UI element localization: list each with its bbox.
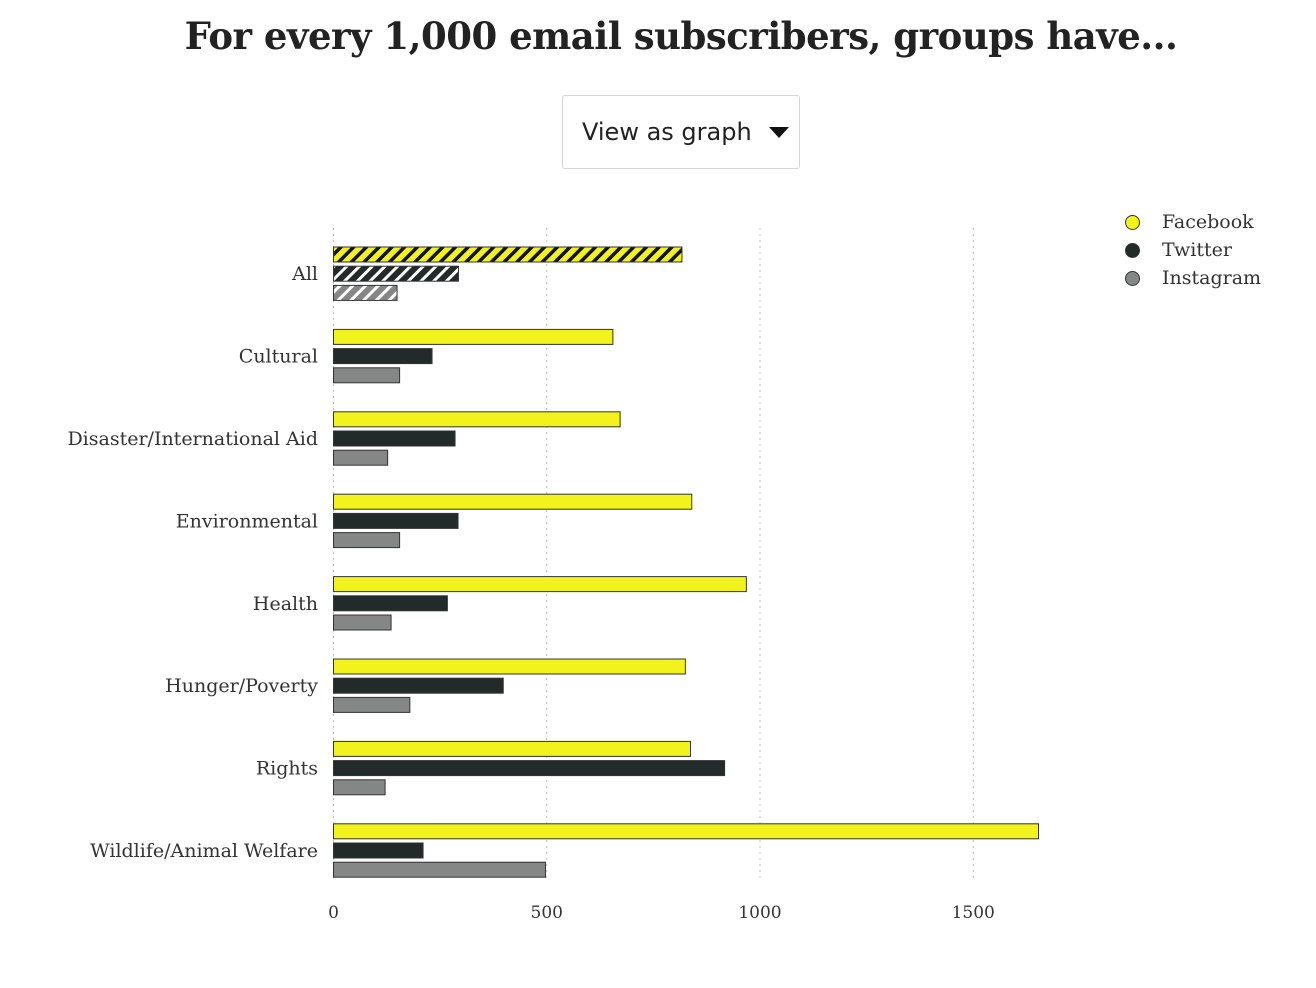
- view-as-graph-dropdown[interactable]: View as graph: [562, 95, 800, 169]
- legend-item-twitter: Twitter: [1125, 236, 1261, 264]
- bar-health-facebook: [333, 576, 747, 593]
- legend-item-facebook: Facebook: [1125, 208, 1261, 236]
- legend-label-instagram: Instagram: [1162, 267, 1262, 289]
- legend-label-twitter: Twitter: [1162, 239, 1232, 261]
- legend-swatch-facebook: [1125, 214, 1140, 230]
- bar-wildlife-animal-welfare-instagram: [333, 861, 546, 878]
- bar-hunger-poverty-facebook: [333, 658, 686, 675]
- bar-all-twitter: [333, 265, 459, 282]
- bar-environmental-twitter: [333, 512, 459, 529]
- bar-wildlife-animal-welfare-facebook: [333, 823, 1040, 840]
- x-tick-label-1000: 1000: [738, 903, 781, 923]
- category-label-hunger-poverty: Hunger/Poverty: [165, 675, 318, 697]
- bar-disaster-international-aid-instagram: [333, 449, 389, 466]
- bar-cultural-facebook: [333, 328, 614, 345]
- dropdown-label: View as graph: [582, 118, 752, 146]
- category-label-cultural: Cultural: [239, 346, 318, 368]
- category-label-wildlife-animal-welfare: Wildlife/Animal Welfare: [90, 840, 318, 862]
- bar-cultural-instagram: [333, 367, 401, 384]
- bar-health-twitter: [333, 595, 448, 612]
- bar-environmental-facebook: [333, 493, 693, 510]
- category-label-rights: Rights: [256, 758, 318, 780]
- bar-all-instagram: [333, 284, 398, 301]
- x-tick-label-500: 500: [531, 903, 563, 923]
- x-tick-label-1500: 1500: [952, 903, 995, 923]
- category-label-health: Health: [253, 593, 318, 615]
- legend: Facebook Twitter Instagram: [1125, 208, 1261, 292]
- bar-environmental-instagram: [333, 532, 401, 549]
- legend-item-instagram: Instagram: [1125, 264, 1261, 292]
- category-label-disaster-international-aid: Disaster/International Aid: [67, 428, 318, 450]
- bar-rights-instagram: [333, 779, 386, 796]
- bar-all-facebook: [333, 246, 683, 263]
- legend-label-facebook: Facebook: [1162, 211, 1254, 233]
- bar-disaster-international-aid-twitter: [333, 430, 456, 447]
- caret-down-icon: [769, 127, 789, 138]
- bar-rights-twitter: [333, 760, 726, 777]
- bar-wildlife-animal-welfare-twitter: [333, 842, 424, 859]
- bar-cultural-twitter: [333, 348, 433, 365]
- legend-swatch-instagram: [1125, 270, 1140, 286]
- legend-swatch-twitter: [1125, 242, 1140, 258]
- bar-hunger-poverty-instagram: [333, 696, 411, 713]
- bar-hunger-poverty-twitter: [333, 677, 504, 694]
- bar-disaster-international-aid-facebook: [333, 411, 621, 428]
- category-label-environmental: Environmental: [176, 510, 318, 532]
- x-tick-label-0: 0: [328, 903, 339, 923]
- chart-title: For every 1,000 email subscribers, group…: [184, 14, 1178, 58]
- bar-rights-facebook: [333, 740, 691, 757]
- category-label-all: All: [291, 263, 318, 285]
- bar-health-instagram: [333, 614, 392, 631]
